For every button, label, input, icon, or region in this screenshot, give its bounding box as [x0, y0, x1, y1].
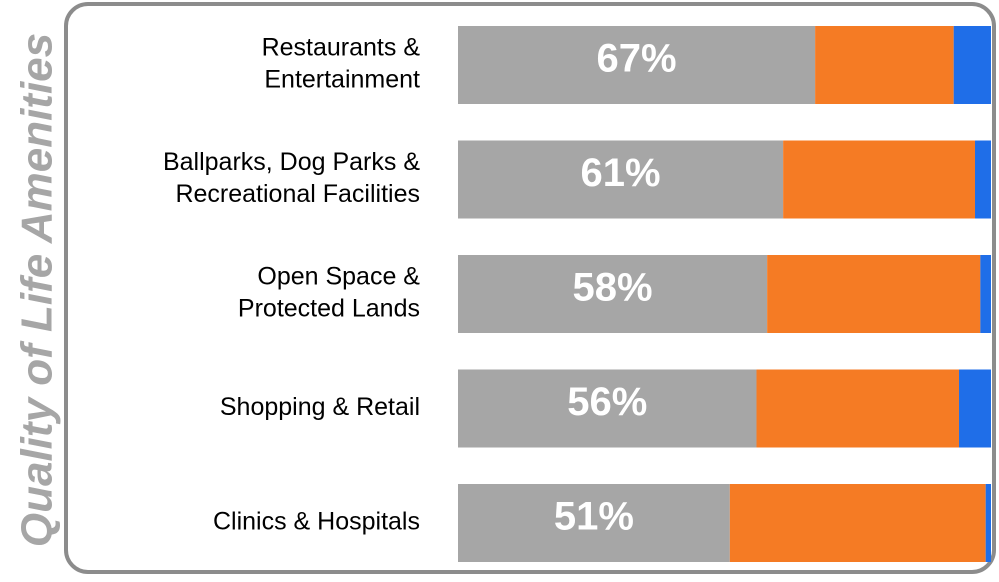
bar-segment	[729, 484, 986, 562]
bar-segment	[458, 255, 768, 333]
category-label: Entertainment	[264, 66, 420, 94]
value-label: 51%	[554, 495, 634, 539]
value-label: 56%	[567, 380, 647, 424]
bar-segment	[985, 484, 991, 562]
value-label: 61%	[581, 151, 661, 195]
bar-segment	[815, 26, 954, 104]
bar-segment	[959, 369, 991, 448]
bar-segment	[458, 26, 816, 104]
bar-segment	[756, 369, 960, 448]
category-label: Open Space &	[257, 263, 420, 291]
bar-segment	[458, 140, 784, 219]
bar-segment	[458, 484, 730, 562]
value-label: 58%	[573, 266, 653, 310]
bar-segment	[458, 369, 757, 448]
bar-segment	[975, 140, 991, 219]
side-title: Quality of Life Amenities	[13, 33, 62, 547]
frame	[64, 2, 996, 574]
bar-segment	[783, 140, 976, 219]
value-label: 67%	[597, 37, 677, 81]
bar-segment	[953, 26, 991, 104]
category-label: Shopping & Retail	[220, 393, 420, 421]
bar-segment	[980, 255, 991, 333]
category-label: Clinics & Hospitals	[213, 508, 420, 536]
category-label: Ballparks, Dog Parks &	[163, 148, 420, 176]
category-label: Restaurants &	[262, 34, 421, 62]
category-label: Protected Lands	[238, 295, 420, 323]
category-label: Recreational Facilities	[175, 180, 420, 208]
bar-segment	[767, 255, 981, 333]
